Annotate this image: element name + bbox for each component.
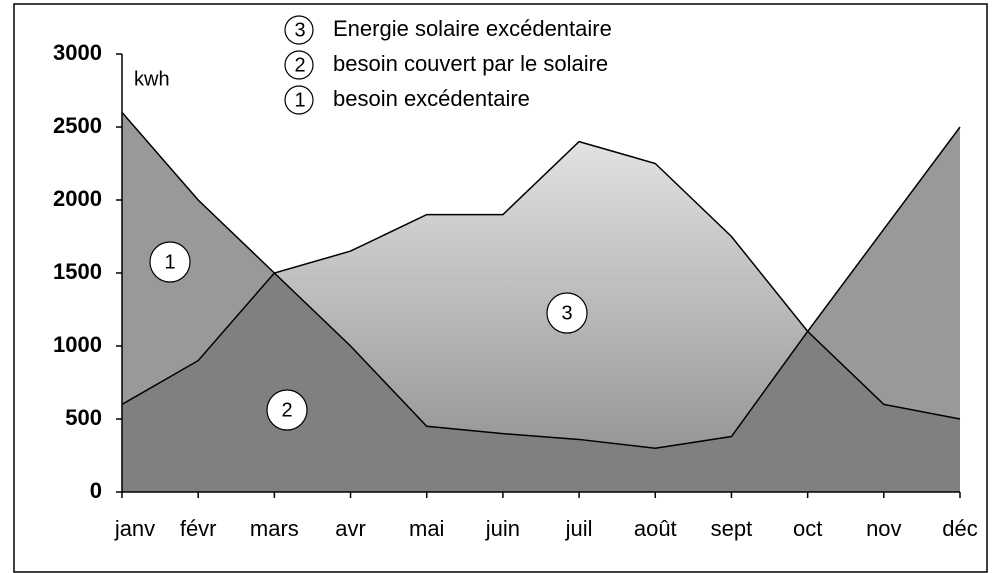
- unit-label: kwh: [134, 68, 170, 90]
- x-tick-label: oct: [793, 516, 822, 541]
- line: [121, 111, 961, 449]
- x-tick-label: juil: [565, 516, 593, 541]
- y-tick-label: 500: [65, 405, 102, 430]
- legend-marker: [284, 85, 314, 115]
- x-tick-label: avr: [335, 516, 366, 541]
- legend-label: Energie solaire excédentaire: [333, 16, 612, 41]
- region-marker: [266, 389, 308, 431]
- legend-number: 1: [294, 89, 305, 111]
- y-tick-label: 0: [90, 478, 102, 503]
- x-tick-label: déc: [942, 516, 977, 541]
- x-tick-label: janv: [114, 516, 155, 541]
- y-tick-label: 1000: [53, 332, 102, 357]
- legend-marker: [284, 50, 314, 80]
- line: [121, 140, 961, 420]
- x-tick-label: nov: [866, 516, 901, 541]
- x-tick-label: févr: [180, 516, 217, 541]
- region-marker: [546, 292, 588, 334]
- legend-number: 3: [294, 19, 305, 41]
- x-tick-label: mars: [250, 516, 299, 541]
- y-tick-label: 2500: [53, 113, 102, 138]
- y-tick-label: 3000: [53, 40, 102, 65]
- frame: [13, 3, 988, 573]
- region-label: 3: [561, 302, 572, 324]
- area-overlap: [122, 141, 960, 492]
- legend-number: 2: [294, 54, 305, 76]
- region-label: 1: [164, 251, 175, 273]
- x-tick-label: août: [634, 516, 677, 541]
- legend-marker: [284, 15, 314, 45]
- legend-label: besoin excédentaire: [333, 86, 530, 111]
- y-tick-label: 2000: [53, 186, 102, 211]
- x-tick-label: mai: [409, 516, 444, 541]
- x-tick-label: sept: [711, 516, 753, 541]
- region-label: 2: [281, 399, 292, 421]
- legend-label: besoin couvert par le solaire: [333, 51, 608, 76]
- region-marker: [149, 241, 191, 283]
- y-tick-label: 1500: [53, 259, 102, 284]
- x-tick-label: juin: [485, 516, 520, 541]
